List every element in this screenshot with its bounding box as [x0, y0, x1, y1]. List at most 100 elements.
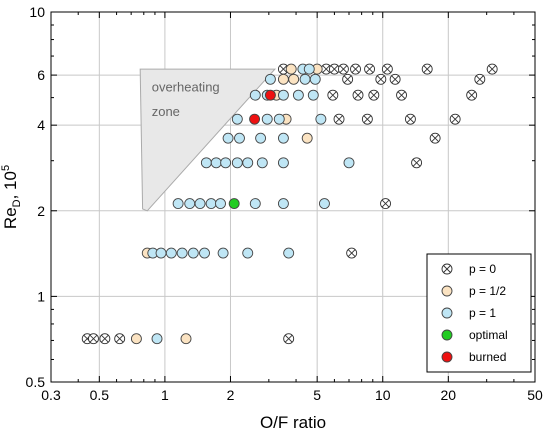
overheating-zone-area	[139, 68, 277, 212]
legend-label: p = 1/2	[469, 284, 506, 298]
y-tick-label: 6	[37, 67, 45, 83]
point-p-1	[184, 198, 196, 210]
x-tick-label: 1	[161, 387, 169, 403]
point-p-0-cross	[322, 65, 330, 73]
x-tick-label: 10	[375, 387, 391, 403]
y-tick-label: 0.5	[26, 374, 46, 390]
point-p-1	[264, 73, 276, 85]
point-p-1-2	[130, 333, 142, 345]
point-p-1	[283, 247, 295, 259]
point-p-1-2	[285, 63, 297, 75]
point-p-1	[256, 157, 268, 169]
point-p-1	[231, 157, 243, 169]
point-p-0-cross	[330, 65, 339, 73]
point-p-0-cross	[335, 115, 343, 123]
point-p-0-cross	[101, 334, 109, 343]
legend-marker-burned	[441, 351, 453, 363]
legend-label: optimal	[469, 328, 508, 342]
point-p-1	[307, 89, 319, 101]
point-p-1	[273, 113, 285, 125]
y-tick-label: 1	[37, 288, 45, 304]
point-p-1	[315, 113, 327, 125]
y-tick-label: 4	[37, 117, 45, 133]
point-p-1	[220, 157, 232, 169]
point-burned	[249, 113, 261, 125]
point-p-1	[165, 247, 177, 259]
overheating-zone: overheating zone	[139, 68, 277, 212]
point-p-1	[172, 198, 184, 210]
point-p-1-2	[180, 333, 192, 345]
point-p-1	[255, 132, 267, 144]
point-p-0-cross	[397, 91, 406, 99]
point-p-1	[242, 157, 254, 169]
plot-frame	[50, 11, 536, 383]
legend-marker-p-1-2	[441, 285, 453, 297]
x-tick-label: 2	[227, 387, 235, 403]
point-p-1	[277, 132, 289, 144]
point-p-0-cross	[391, 75, 399, 84]
point-p-1	[210, 157, 222, 169]
point-p-1	[151, 333, 163, 345]
y-tick-label: 2	[37, 203, 45, 219]
point-p-1	[292, 89, 304, 101]
point-p-1	[222, 132, 234, 144]
point-p-0-cross	[347, 249, 356, 257]
point-p-0-cross	[383, 65, 392, 73]
point-p-0-cross	[279, 65, 288, 73]
x-tick-label: 50	[527, 387, 543, 403]
legend-marker-optimal	[441, 329, 453, 341]
point-optimal	[228, 198, 240, 210]
point-p-1	[194, 198, 206, 210]
point-p-0-cross	[475, 75, 484, 84]
legend-label: burned	[469, 350, 506, 364]
point-p-0-cross	[406, 115, 415, 123]
point-p-0-cross	[412, 158, 421, 167]
point-p-1	[249, 89, 261, 101]
point-p-0-cross	[488, 65, 497, 73]
point-p-1	[242, 247, 254, 259]
point-p-1	[176, 247, 188, 259]
legend-label: p = 1	[469, 306, 496, 320]
point-p-0-cross	[365, 65, 374, 73]
point-p-1	[318, 198, 330, 210]
y-axis-title-tail: , 10	[1, 171, 20, 199]
point-p-1	[187, 247, 199, 259]
point-p-1	[200, 157, 212, 169]
point-p-1-2	[288, 73, 300, 85]
point-p-1	[199, 247, 210, 259]
y-axis-title: ReD, 105	[0, 165, 23, 229]
x-tick-label: 0.5	[90, 387, 110, 403]
point-p-1	[309, 73, 321, 85]
y-axis-title-main: Re	[1, 207, 20, 229]
y-axis-title-subscript: D	[11, 199, 23, 207]
point-p-1	[249, 198, 261, 210]
overheating-zone-label-line1: overheating	[152, 80, 220, 95]
point-p-1	[155, 247, 167, 259]
legend: p = 0 p = 1/2 p = 1 optimal burned	[426, 253, 532, 373]
x-axis-title: O/F ratio	[260, 413, 326, 432]
point-p-0-cross	[343, 75, 352, 84]
point-p-1	[205, 198, 217, 210]
point-p-1-2	[277, 73, 289, 85]
point-p-1-2	[301, 132, 313, 144]
legend-label: p = 0	[469, 262, 496, 276]
point-p-0-cross	[354, 91, 362, 99]
x-tick-label: 5	[313, 387, 321, 403]
point-p-0-cross	[369, 91, 378, 99]
data-points	[81, 63, 498, 345]
point-p-0-cross	[363, 115, 372, 123]
point-p-0-cross	[115, 334, 124, 343]
point-p-0-cross	[284, 334, 293, 343]
y-tick-label: 10	[29, 4, 45, 20]
y-axis-title-superscript: 5	[0, 165, 12, 171]
point-p-1	[277, 198, 289, 210]
point-p-1	[231, 113, 243, 125]
point-p-1	[234, 132, 245, 144]
point-p-1	[261, 113, 273, 125]
point-p-0-cross	[329, 91, 337, 99]
point-p-0-cross	[381, 199, 390, 208]
point-p-1	[303, 63, 315, 75]
point-p-1	[299, 73, 311, 85]
